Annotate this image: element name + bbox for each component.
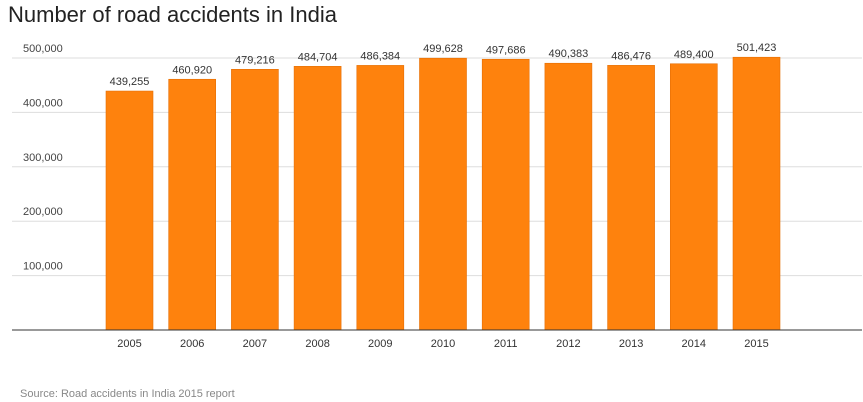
data-label: 486,476 xyxy=(611,50,651,62)
x-tick-label: 2015 xyxy=(744,338,768,350)
x-tick-label: 2006 xyxy=(180,338,204,350)
y-tick-label: 500,000 xyxy=(23,43,63,55)
bars xyxy=(105,56,781,331)
x-tick-label: 2014 xyxy=(682,338,706,350)
x-tick-label: 2013 xyxy=(619,338,643,350)
x-tick-label: 2008 xyxy=(305,338,329,350)
y-axis-ticks: 100,000 200,000 300,000 400,000 500,000 xyxy=(23,43,63,273)
bar xyxy=(544,62,593,331)
bar xyxy=(168,78,216,331)
bar xyxy=(732,56,781,331)
data-label: 439,255 xyxy=(110,76,150,88)
x-axis-ticks: 2005 2006 2007 2008 2009 2010 2011 2012 2013 2014… xyxy=(117,338,768,350)
x-tick-label: 2011 xyxy=(494,338,518,350)
bar xyxy=(293,66,342,331)
data-label: 499,628 xyxy=(423,43,463,55)
y-tick-label: 400,000 xyxy=(23,97,63,109)
bar xyxy=(231,69,279,331)
bar xyxy=(419,57,467,331)
bar xyxy=(105,90,154,331)
y-tick-label: 200,000 xyxy=(23,206,63,218)
data-label: 460,920 xyxy=(172,64,212,76)
x-tick-label: 2007 xyxy=(243,338,267,350)
source-note: Source: Road accidents in India 2015 rep… xyxy=(20,388,235,400)
bar xyxy=(481,58,530,331)
x-tick-label: 2010 xyxy=(431,338,455,350)
data-label: 486,384 xyxy=(360,50,400,62)
x-tick-label: 2012 xyxy=(556,338,580,350)
chart-title: Number of road accidents in India xyxy=(8,2,337,27)
data-label: 489,400 xyxy=(674,49,714,61)
data-label: 484,704 xyxy=(298,51,338,63)
data-label: 490,383 xyxy=(549,48,589,60)
y-tick-label: 100,000 xyxy=(23,261,63,273)
y-tick-label: 300,000 xyxy=(23,152,63,164)
bar xyxy=(607,65,655,331)
x-tick-label: 2005 xyxy=(117,338,141,350)
data-labels: 439,255 460,920 479,216 484,704 486,384 499,6… xyxy=(110,42,777,88)
x-tick-label: 2009 xyxy=(368,338,392,350)
data-label: 497,686 xyxy=(486,44,526,56)
data-label: 479,216 xyxy=(235,54,275,66)
data-label: 501,423 xyxy=(737,42,777,54)
bar xyxy=(356,65,405,331)
bar xyxy=(669,63,718,331)
